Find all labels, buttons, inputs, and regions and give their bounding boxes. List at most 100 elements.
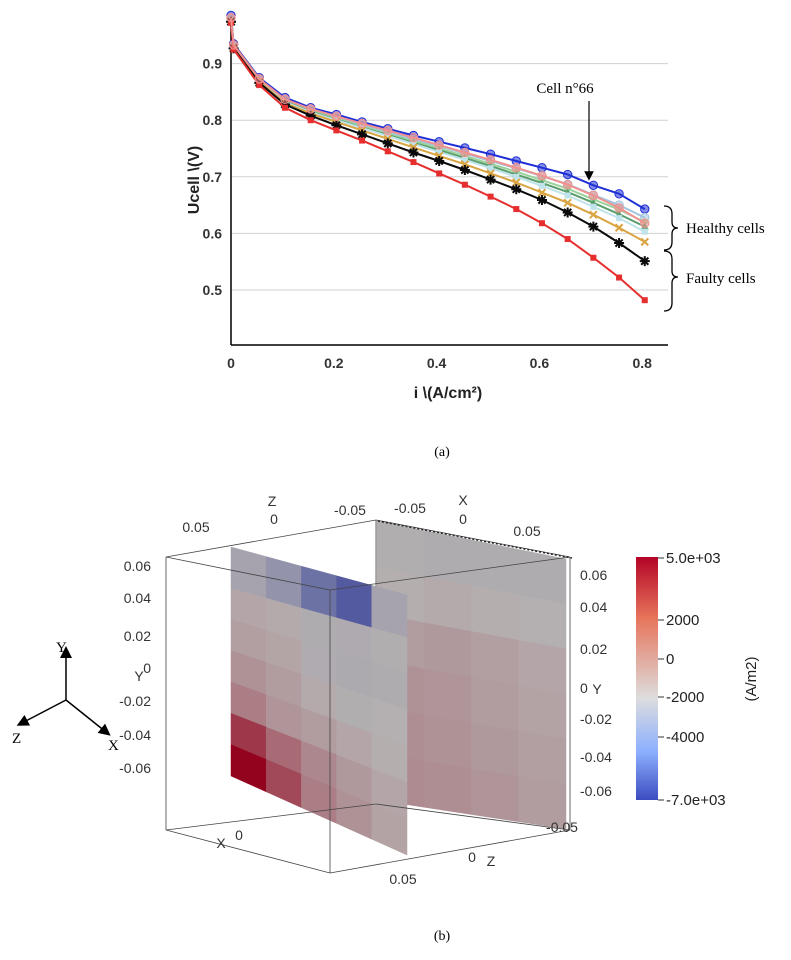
x-tick-label: 0.4 (427, 355, 447, 371)
heatmap-cell (424, 715, 471, 769)
grid-lines (231, 64, 668, 290)
data-point (563, 181, 571, 189)
current-density-plane-front (231, 547, 407, 855)
top-z-axis-label: Z (268, 493, 277, 509)
data-point (488, 194, 494, 200)
data-point (565, 192, 571, 198)
top-z-tick: 0 (270, 511, 278, 527)
heatmap-cell (424, 669, 471, 723)
series-path (231, 21, 645, 232)
left-y-tick: 0 (143, 660, 151, 676)
top-z-tick: 0.05 (182, 519, 209, 535)
panel-b-3d-heatmap: Z 0.05 0 -0.05 X -0.05 0 0.05 0.060.040.… (12, 492, 760, 944)
heatmap-cell (377, 521, 424, 577)
data-point (589, 191, 597, 199)
data-point (435, 141, 443, 149)
data-point (227, 14, 235, 22)
series-line (227, 15, 649, 226)
data-point (640, 256, 650, 266)
bottom-x-axis-label: X (216, 835, 226, 851)
colorbar-tick-label: -2000 (666, 689, 704, 706)
data-point (513, 174, 519, 180)
healthy-brace (664, 206, 678, 250)
right-y-tick: -0.02 (580, 711, 612, 727)
colorbar (636, 557, 658, 800)
right-y-axis-label: Y (592, 681, 602, 697)
data-point (565, 236, 571, 242)
left-y-tick: 0.06 (124, 558, 151, 574)
left-y-ticks: 0.06 0.04 0.02 0 -0.02 -0.04 -0.06 (119, 558, 151, 776)
data-point (460, 165, 470, 175)
data-point (409, 134, 417, 142)
colorbar-ticks: 5.0e+0320000-2000-4000-7.0e+03 (658, 550, 726, 809)
data-point (537, 195, 547, 205)
data-point (434, 156, 444, 166)
data-point (333, 127, 339, 133)
heatmap-cell (424, 623, 471, 678)
data-point (642, 229, 648, 235)
top-x-axis-label: X (458, 492, 468, 508)
series-path (231, 21, 645, 242)
top-x-tick: 0.05 (513, 523, 540, 539)
data-point (332, 112, 340, 120)
colorbar-tick-label: 0 (666, 651, 674, 668)
data-point (615, 204, 623, 212)
bottom-z-tick: 0.05 (389, 871, 416, 887)
data-point (641, 219, 649, 227)
y-tick-label: 0.8 (203, 112, 223, 128)
series-line (228, 18, 648, 235)
data-point (282, 105, 288, 111)
data-point (308, 117, 314, 123)
heatmap-cell (472, 632, 519, 686)
heatmap-cell (472, 677, 519, 731)
y-tick-labels: 0.50.60.70.80.9 (203, 56, 223, 298)
x-axis-label: i \(A/cm²) (414, 385, 482, 402)
colorbar-tick-label: -4000 (666, 729, 704, 746)
faulty-cells-label: Faulty cells (686, 271, 756, 287)
top-z-tick: -0.05 (334, 502, 366, 518)
data-point (588, 222, 598, 232)
series-line (227, 16, 649, 230)
data-point (486, 156, 494, 164)
heatmap-cell (424, 531, 471, 586)
data-point (590, 204, 596, 210)
data-point (641, 238, 648, 245)
faulty-brace (664, 251, 678, 311)
bottom-z-axis-label: Z (487, 853, 496, 869)
data-point (462, 182, 468, 188)
heatmap-cell (519, 686, 566, 739)
right-y-tick: 0.04 (580, 599, 607, 615)
data-point (538, 164, 546, 172)
x-tick-label: 0.2 (324, 355, 344, 371)
series-line (228, 18, 649, 246)
data-point (359, 138, 365, 144)
orientation-triad (22, 652, 106, 732)
data-point (642, 297, 648, 303)
colorbar-title: (A/m2) (743, 656, 760, 701)
heatmap-cell (519, 731, 566, 784)
triad-z-label: Z (12, 731, 21, 747)
data-point (641, 205, 649, 213)
left-y-axis-label: Y (134, 668, 144, 684)
data-point (511, 184, 521, 194)
data-point (614, 238, 624, 248)
panel-b-label: (b) (434, 929, 451, 944)
left-y-tick: -0.06 (119, 760, 151, 776)
heatmap-cell (519, 550, 566, 605)
data-point (563, 170, 571, 178)
data-point (616, 224, 623, 231)
data-point (590, 211, 597, 218)
y-tick-label: 0.5 (203, 282, 223, 298)
heatmap-cell (519, 595, 566, 649)
right-y-tick: 0.06 (580, 567, 607, 583)
data-point (539, 220, 545, 226)
panel-a-label: (a) (434, 445, 450, 460)
series-line (227, 14, 649, 222)
top-x-tick: 0 (459, 511, 467, 527)
data-point (408, 147, 418, 157)
colorbar-tick-label: 5.0e+03 (666, 550, 721, 567)
y-tick-label: 0.9 (203, 56, 223, 72)
x-tick-label: 0.8 (632, 355, 652, 371)
series-group (226, 11, 650, 303)
